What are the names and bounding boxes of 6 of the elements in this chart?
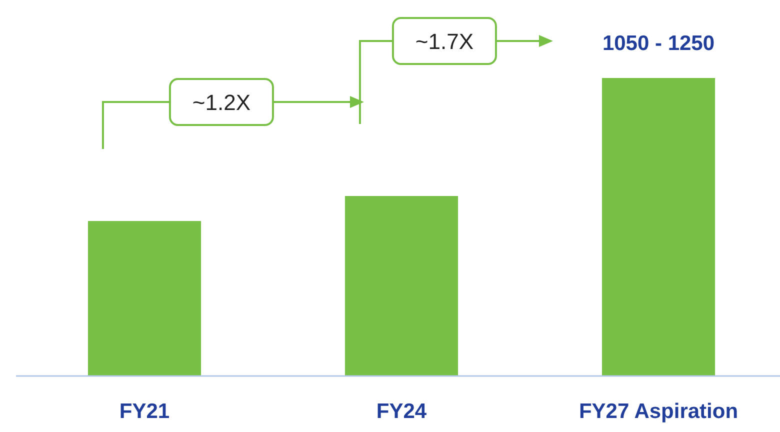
x-tick-label: FY27 Aspiration (578, 400, 738, 423)
text: 1050 - 1250 (602, 32, 715, 55)
annotation: ~1.2X (192, 90, 251, 116)
text: ~1.7X (415, 29, 474, 54)
x-tick-label: FY21 (119, 400, 170, 423)
x-tick-label: FY24 (376, 400, 427, 423)
